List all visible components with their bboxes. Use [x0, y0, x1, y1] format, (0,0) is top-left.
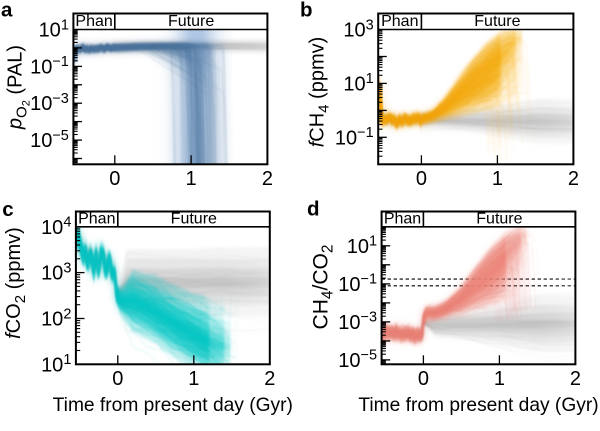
svg-text:Future: Future — [168, 13, 214, 30]
svg-text:Phan: Phan — [78, 210, 115, 227]
svg-text:Future: Future — [476, 210, 522, 227]
svg-text:Phan: Phan — [75, 13, 112, 30]
svg-text:a: a — [1, 0, 13, 22]
svg-text:2: 2 — [568, 168, 579, 190]
svg-text:pO2 (PAL): pO2 (PAL) — [5, 45, 33, 130]
svg-text:0: 0 — [109, 168, 120, 190]
svg-text:Future: Future — [171, 210, 217, 227]
svg-text:0: 0 — [112, 368, 123, 390]
svg-text:Phan: Phan — [384, 210, 421, 227]
svg-text:10−5: 10−5 — [30, 128, 69, 152]
svg-text:Future: Future — [474, 13, 520, 30]
svg-text:2: 2 — [570, 368, 581, 390]
svg-text:1: 1 — [494, 368, 505, 390]
svg-text:d: d — [307, 197, 320, 220]
svg-text:Phan: Phan — [381, 13, 418, 30]
svg-text:c: c — [2, 198, 13, 221]
svg-text:1: 1 — [186, 168, 197, 190]
svg-text:CH4/CO2: CH4/CO2 — [310, 245, 337, 330]
svg-text:Time from present day (Gyr): Time from present day (Gyr) — [358, 395, 598, 416]
svg-text:fCH4 (ppmv): fCH4 (ppmv) — [307, 37, 333, 148]
svg-text:10−5: 10−5 — [338, 348, 377, 372]
svg-text:fCO2 (ppmv): fCO2 (ppmv) — [3, 227, 29, 339]
svg-text:0: 0 — [418, 368, 429, 390]
svg-text:1: 1 — [492, 168, 503, 190]
svg-text:2: 2 — [262, 168, 273, 190]
svg-text:2: 2 — [264, 368, 275, 390]
svg-text:1: 1 — [188, 368, 199, 390]
svg-text:Time from present day (Gyr): Time from present day (Gyr) — [53, 395, 293, 416]
svg-text:b: b — [300, 0, 313, 22]
svg-text:0: 0 — [416, 168, 427, 190]
